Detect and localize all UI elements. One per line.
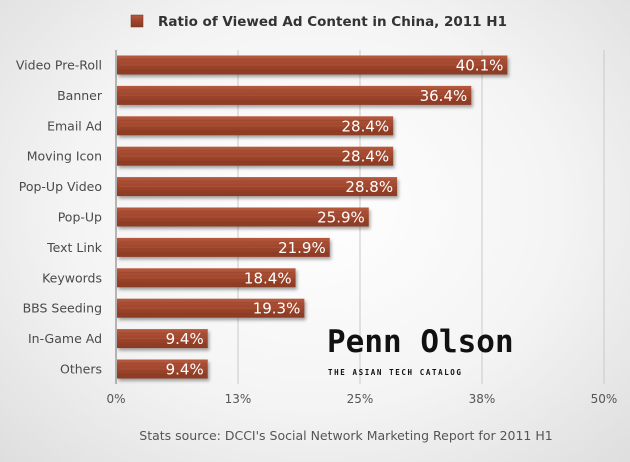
- bars: 40.1% 36.4% 28.4% 28.4% 28.8% 25.9% 21.9% 18.4%…: [117, 55, 508, 379]
- x-tick-label: 13%: [225, 392, 252, 406]
- bar-value-label: 28.4%: [342, 117, 390, 135]
- bar: [117, 298, 305, 318]
- category-label: Email Ad: [47, 118, 102, 133]
- x-axis-ticks: 0% 13% 25% 38% 50%: [106, 392, 617, 406]
- bar: [117, 55, 508, 75]
- category-label: Pop-Up: [58, 210, 102, 225]
- category-label: Keywords: [42, 270, 102, 285]
- category-label: In-Game Ad: [28, 331, 102, 346]
- chart-title: Ratio of Viewed Ad Content in China, 201…: [158, 14, 507, 30]
- category-label: Banner: [57, 88, 103, 103]
- bar-value-label: 19.3%: [253, 300, 301, 318]
- category-label: Pop-Up Video: [19, 179, 102, 194]
- bar-value-label: 21.9%: [278, 239, 326, 257]
- bar: [117, 177, 398, 197]
- x-tick-label: 0%: [106, 392, 125, 406]
- x-tick-label: 50%: [591, 392, 618, 406]
- category-labels: Video Pre-Roll Banner Email Ad Moving Icon P…: [16, 58, 103, 377]
- bar: [117, 329, 208, 349]
- bar-value-label: 28.4%: [342, 148, 390, 166]
- bar: [117, 85, 472, 105]
- bar-value-label: 36.4%: [420, 87, 468, 105]
- x-tick-label: 25%: [347, 392, 374, 406]
- bar: [117, 237, 330, 257]
- x-tick-label: 38%: [469, 392, 496, 406]
- category-label: Text Link: [46, 240, 103, 255]
- chart-legend: Ratio of Viewed Ad Content in China, 201…: [130, 14, 507, 30]
- legend-swatch: [130, 14, 144, 28]
- logo-name: Penn Olson: [327, 324, 514, 360]
- logo-tagline: THE ASIAN TECH CATALOG: [328, 368, 463, 377]
- category-label: BBS Seeding: [23, 301, 102, 316]
- bar-value-label: 9.4%: [166, 361, 204, 379]
- penn-olson-logo: Penn Olson THE ASIAN TECH CATALOG: [327, 324, 514, 377]
- bar: [117, 116, 394, 136]
- bar: [117, 268, 296, 288]
- category-label: Video Pre-Roll: [16, 58, 102, 73]
- bar: [117, 207, 369, 227]
- bar-value-label: 40.1%: [456, 57, 504, 75]
- bar-value-label: 9.4%: [166, 330, 204, 348]
- bar: [117, 146, 394, 166]
- bar-value-label: 28.8%: [345, 178, 393, 196]
- source-note: Stats source: DCCI's Social Network Mark…: [139, 428, 552, 443]
- bar-value-label: 18.4%: [244, 269, 292, 287]
- bar: [117, 359, 208, 379]
- category-label: Others: [60, 362, 102, 377]
- bar-value-label: 25.9%: [317, 209, 365, 227]
- category-label: Moving Icon: [27, 149, 102, 164]
